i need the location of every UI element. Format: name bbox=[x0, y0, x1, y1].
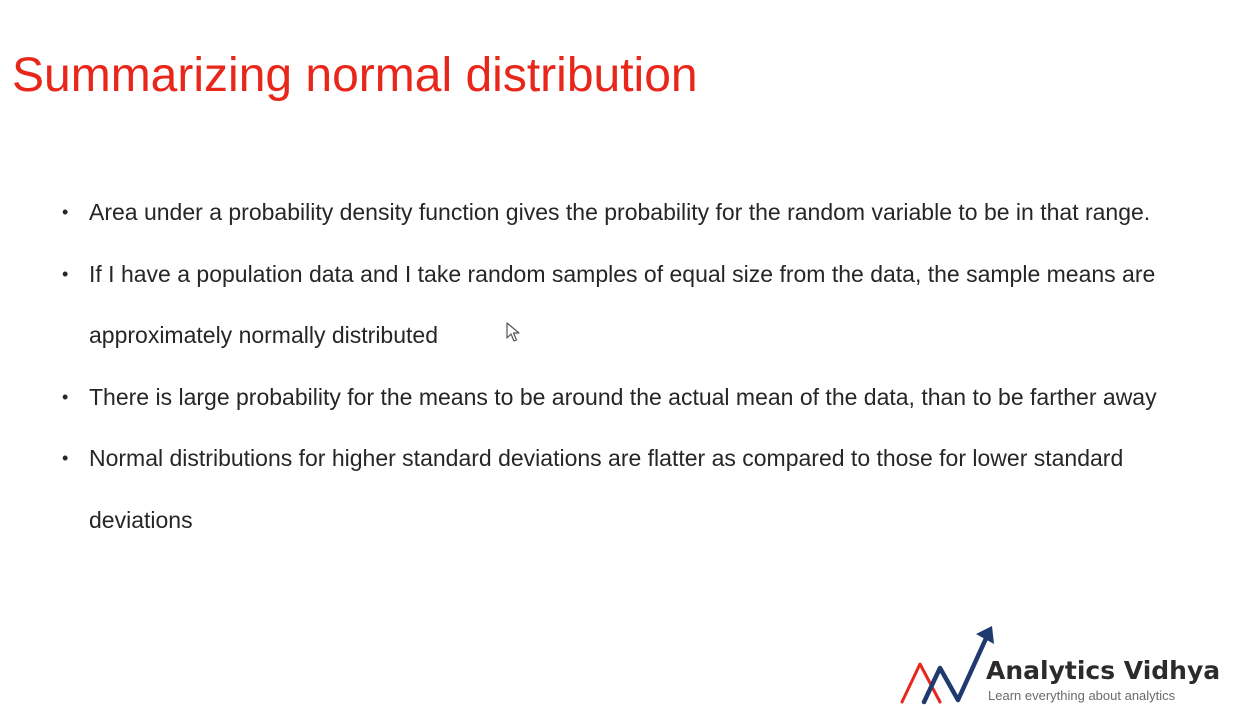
logo-name: Analytics Vidhya bbox=[986, 656, 1221, 685]
bullet-item: • If I have a population data and I take… bbox=[60, 244, 1170, 367]
slide-title: Summarizing normal distribution bbox=[12, 49, 698, 102]
bullet-item: • Area under a probability density funct… bbox=[60, 182, 1170, 244]
bullet-text: There is large probability for the means… bbox=[89, 383, 1157, 410]
analytics-vidhya-logo-icon bbox=[900, 626, 994, 705]
bullet-dot-icon: • bbox=[62, 263, 69, 284]
logo-tagline: Learn everything about analytics bbox=[988, 688, 1176, 703]
bullet-text: If I have a population data and I take r… bbox=[89, 260, 1156, 349]
bullet-item: • Normal distributions for higher standa… bbox=[60, 428, 1170, 551]
bullet-text: Normal distributions for higher standard… bbox=[89, 445, 1124, 533]
bullet-text: Area under a probability density functio… bbox=[89, 199, 1151, 225]
bullet-dot-icon: • bbox=[62, 386, 69, 407]
bullet-item: • There is large probability for the mea… bbox=[60, 367, 1170, 429]
mouse-pointer-icon bbox=[506, 322, 520, 342]
analytics-vidhya-logo: Analytics Vidhya Learn everything about … bbox=[896, 624, 1246, 706]
bullet-list: • Area under a probability density funct… bbox=[60, 182, 1170, 551]
bullet-dot-icon: • bbox=[62, 448, 69, 468]
bullet-dot-icon: • bbox=[62, 202, 69, 222]
